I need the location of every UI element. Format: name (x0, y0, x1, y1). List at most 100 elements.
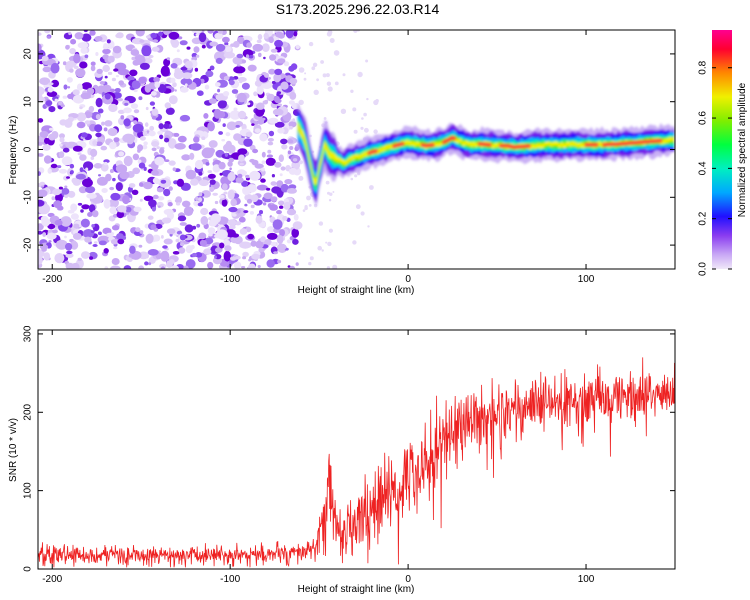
noise-speckle (261, 43, 270, 52)
noise-speckle (97, 231, 102, 236)
noise-speckle (233, 261, 242, 269)
snr-series-line (38, 357, 675, 568)
noise-speckle (141, 45, 152, 57)
faint-speckle (361, 117, 364, 120)
noise-speckle (139, 136, 146, 141)
noise-speckle (109, 88, 116, 93)
noise-speckle (62, 61, 67, 66)
noise-speckle (268, 36, 274, 44)
noise-speckle (41, 247, 47, 252)
faint-speckle (303, 77, 307, 81)
faint-speckle (375, 99, 379, 103)
noise-speckle (259, 133, 268, 142)
noise-speckle (238, 73, 243, 76)
snr-x-axis-label: Height of straight line (km) (298, 584, 415, 595)
noise-speckle (226, 47, 232, 51)
faint-speckle (316, 78, 319, 82)
noise-speckle (77, 202, 83, 206)
noise-speckle (215, 247, 223, 253)
noise-speckle (129, 245, 136, 254)
noise-speckle (291, 228, 300, 238)
noise-speckle (255, 215, 263, 224)
noise-speckle (248, 54, 254, 59)
noise-speckle (169, 259, 175, 265)
noise-speckle (123, 265, 132, 269)
noise-speckle (223, 239, 231, 248)
noise-speckle (277, 259, 282, 264)
noise-speckle (143, 181, 153, 190)
noise-speckle (214, 32, 224, 40)
noise-speckle (113, 246, 118, 250)
noise-speckle (67, 86, 71, 89)
noise-speckle (249, 211, 254, 215)
noise-speckle (252, 148, 259, 154)
noise-speckle (174, 67, 181, 75)
noise-speckle (198, 232, 207, 240)
noise-speckle (132, 153, 140, 161)
noise-speckle (95, 141, 103, 147)
x-tick-label: -100 (220, 574, 240, 585)
noise-speckle (79, 61, 88, 69)
noise-speckle (208, 140, 218, 148)
noise-speckle (92, 244, 98, 247)
noise-speckle (95, 97, 103, 108)
noise-speckle (266, 187, 271, 191)
noise-speckle (147, 249, 159, 256)
noise-speckle (96, 68, 103, 74)
noise-speckle (115, 33, 121, 39)
noise-speckle (57, 165, 62, 169)
noise-speckle (184, 83, 188, 88)
noise-speckle (242, 251, 249, 258)
noise-speckle (295, 262, 299, 266)
noise-speckle (46, 91, 58, 97)
noise-speckle (224, 152, 228, 157)
noise-speckle (139, 230, 144, 234)
noise-speckle (79, 154, 87, 161)
faint-speckle (306, 195, 311, 201)
noise-speckle (195, 196, 199, 201)
noise-speckle (135, 30, 145, 37)
noise-speckle (255, 102, 265, 110)
noise-speckle (133, 120, 138, 125)
noise-speckle (288, 167, 297, 175)
noise-speckle (173, 132, 180, 137)
noise-speckle (109, 265, 121, 269)
faint-speckle (357, 71, 363, 78)
noise-speckle (279, 229, 285, 237)
spectrogram-y-ticks: -20 -10 0 10 20 (23, 48, 675, 252)
noise-speckle (260, 178, 266, 183)
noise-speckle (73, 65, 79, 70)
noise-speckle (176, 49, 180, 53)
noise-speckle (80, 47, 88, 54)
noise-speckle (251, 159, 259, 166)
noise-speckle (252, 43, 264, 52)
noise-speckle (209, 41, 218, 47)
noise-speckle (269, 54, 277, 61)
noise-speckle (250, 194, 259, 203)
noise-speckle (78, 186, 87, 194)
noise-speckle (230, 198, 237, 207)
noise-speckle (239, 241, 252, 249)
noise-speckle (72, 178, 81, 186)
y-tick-label: 20 (23, 48, 34, 60)
noise-speckle (150, 224, 157, 230)
noise-speckle (143, 141, 148, 146)
noise-speckle (81, 132, 88, 138)
noise-speckle (109, 169, 114, 173)
noise-speckle (127, 186, 133, 193)
noise-speckle (207, 170, 212, 174)
noise-speckle (53, 200, 62, 209)
noise-speckle (271, 80, 276, 85)
noise-speckle (163, 123, 170, 129)
noise-speckle (223, 91, 230, 97)
noise-speckle (102, 84, 112, 94)
noise-speckle (179, 86, 189, 93)
noise-speckle (239, 228, 248, 235)
colorbar-tick-label: 0.2 (698, 211, 709, 225)
noise-speckle (285, 30, 294, 39)
faint-speckle (322, 73, 327, 78)
noise-speckle (48, 82, 54, 86)
noise-speckle (76, 112, 87, 122)
noise-speckle (76, 121, 86, 129)
noise-speckle (248, 263, 256, 269)
